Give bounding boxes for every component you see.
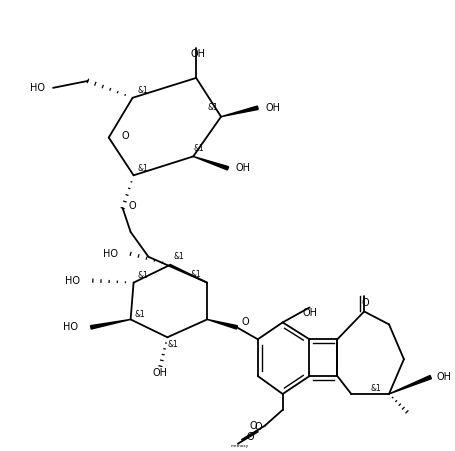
Text: O: O xyxy=(253,422,261,432)
Text: OH: OH xyxy=(190,49,205,59)
Polygon shape xyxy=(388,375,430,394)
Text: O: O xyxy=(246,432,253,442)
Polygon shape xyxy=(207,319,237,329)
Text: HO: HO xyxy=(102,249,117,259)
Text: &1: &1 xyxy=(370,385,381,393)
Text: &1: &1 xyxy=(190,270,201,279)
Text: HO: HO xyxy=(30,83,45,93)
Polygon shape xyxy=(193,156,228,170)
Text: OH: OH xyxy=(152,368,167,378)
Text: &1: &1 xyxy=(193,144,204,153)
Text: methoxy: methoxy xyxy=(230,444,248,448)
Text: &1: &1 xyxy=(173,252,184,261)
Text: O: O xyxy=(241,318,248,327)
Text: O: O xyxy=(128,201,136,211)
Text: O: O xyxy=(121,130,129,141)
Text: HO: HO xyxy=(63,322,78,332)
Text: OH: OH xyxy=(302,308,317,318)
Text: &1: &1 xyxy=(167,340,178,349)
Polygon shape xyxy=(221,106,258,117)
Text: OH: OH xyxy=(265,103,280,113)
Text: OH: OH xyxy=(435,372,450,382)
Text: &1: &1 xyxy=(134,310,145,319)
Text: O: O xyxy=(248,421,256,431)
Polygon shape xyxy=(90,319,130,329)
Text: &1: &1 xyxy=(137,271,147,280)
Text: O: O xyxy=(360,298,368,308)
Text: HO: HO xyxy=(65,276,80,285)
Text: &1: &1 xyxy=(137,86,147,95)
Text: &1: &1 xyxy=(207,103,218,112)
Text: &1: &1 xyxy=(137,164,147,173)
Text: OH: OH xyxy=(235,163,250,173)
